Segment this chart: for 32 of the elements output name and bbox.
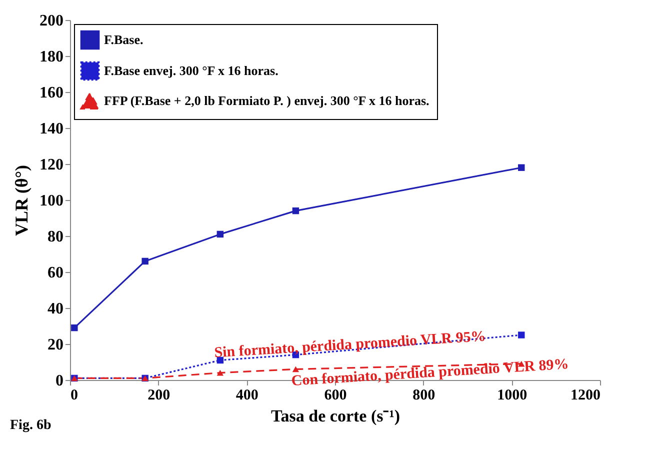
point: [71, 324, 78, 332]
x-axis-title: Tasa de corte (s⁻¹): [271, 406, 400, 426]
y-tick-label: 160: [40, 84, 64, 102]
y-axis-title: VLR (θ°): [12, 164, 32, 236]
point: [518, 164, 525, 171]
y-tick-label: 140: [40, 120, 64, 138]
x-tick-label: 1000: [497, 388, 528, 404]
x-tick-label: 200: [148, 388, 170, 404]
point: [518, 332, 525, 338]
y-tick-label: 60: [48, 264, 64, 282]
legend-label: FFP (F.Base + 2,0 lb Formiato P. ) envej. 300 °F x 16 horas.: [104, 93, 430, 108]
y-tick-label: 120: [40, 156, 64, 174]
y-tick-label: 20: [48, 336, 64, 354]
x-tick-label: 1200: [570, 388, 600, 404]
point: [292, 366, 300, 372]
point: [292, 207, 300, 214]
x-tick-label: 400: [236, 388, 258, 404]
point: [216, 370, 224, 376]
y-tick-label: 40: [48, 300, 64, 318]
x-tick-label: 0: [70, 388, 78, 404]
caption: Fig. 6b: [10, 418, 52, 433]
y-tick-label: 100: [40, 192, 64, 210]
legend-label: F.Base.: [104, 32, 144, 47]
y-tick-label: 200: [40, 12, 64, 30]
x-tick-label: 800: [412, 388, 436, 404]
point: [142, 258, 148, 265]
y-tick-label: 0: [56, 372, 64, 390]
y-tick-label: 80: [48, 228, 64, 246]
x-tick-label: 600: [324, 388, 347, 404]
legend-label: F.Base envej. 300 °F x 16 horas.: [104, 63, 278, 78]
y-tick-label: 180: [40, 48, 64, 66]
point: [216, 230, 224, 238]
